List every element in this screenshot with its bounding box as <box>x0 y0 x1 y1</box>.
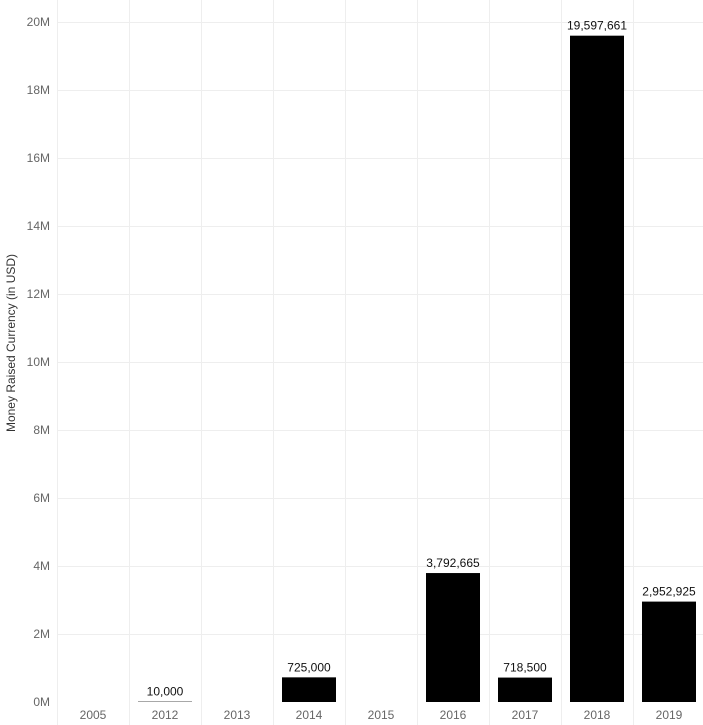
y-axis-title: Money Raised Currency (in USD) <box>4 254 18 432</box>
bar-2017[interactable] <box>498 677 552 702</box>
x-tick-label-2014: 2014 <box>296 708 323 722</box>
bar-2014[interactable] <box>282 677 336 702</box>
bar-2016[interactable] <box>426 573 480 702</box>
y-tick-label: 0M <box>33 695 50 709</box>
data-labels: 10,000 725,000 3,792,665 718,500 19,597,661 2… <box>147 19 696 699</box>
data-label-2016: 3,792,665 <box>426 556 480 570</box>
x-tick-label-2015: 2015 <box>368 708 395 722</box>
x-tick-label-2005: 2005 <box>80 708 107 722</box>
x-tick-label-2013: 2013 <box>224 708 251 722</box>
gridlines <box>57 0 703 725</box>
x-tick-label-2016: 2016 <box>440 708 467 722</box>
y-tick-label: 20M <box>27 15 50 29</box>
data-label-2017: 718,500 <box>503 661 547 675</box>
x-tick-label-2012: 2012 <box>152 708 179 722</box>
x-tick-label-2017: 2017 <box>512 708 539 722</box>
y-axis-ticks: 0M 2M 4M 6M 8M 10M 12M 14M 16M 18M 20M <box>27 15 50 709</box>
x-tick-label-2018: 2018 <box>584 708 611 722</box>
y-tick-label: 2M <box>33 627 50 641</box>
y-tick-label: 16M <box>27 151 50 165</box>
y-tick-label: 14M <box>27 219 50 233</box>
data-label-2018: 19,597,661 <box>567 19 627 33</box>
y-tick-label: 12M <box>27 287 50 301</box>
bar-2019[interactable] <box>642 601 696 702</box>
y-tick-label: 6M <box>33 491 50 505</box>
y-tick-label: 10M <box>27 355 50 369</box>
x-axis-ticks: 2005 2012 2013 2014 2015 2016 2017 2018 2019 <box>80 708 683 722</box>
y-tick-label: 4M <box>33 559 50 573</box>
x-tick-label-2019: 2019 <box>656 708 683 722</box>
data-label-2014: 725,000 <box>287 660 331 674</box>
y-tick-label: 18M <box>27 83 50 97</box>
data-label-2019: 2,952,925 <box>642 585 696 599</box>
data-label-2012: 10,000 <box>147 685 184 699</box>
bars <box>138 35 696 703</box>
bar-2018[interactable] <box>570 35 624 703</box>
y-tick-label: 8M <box>33 423 50 437</box>
